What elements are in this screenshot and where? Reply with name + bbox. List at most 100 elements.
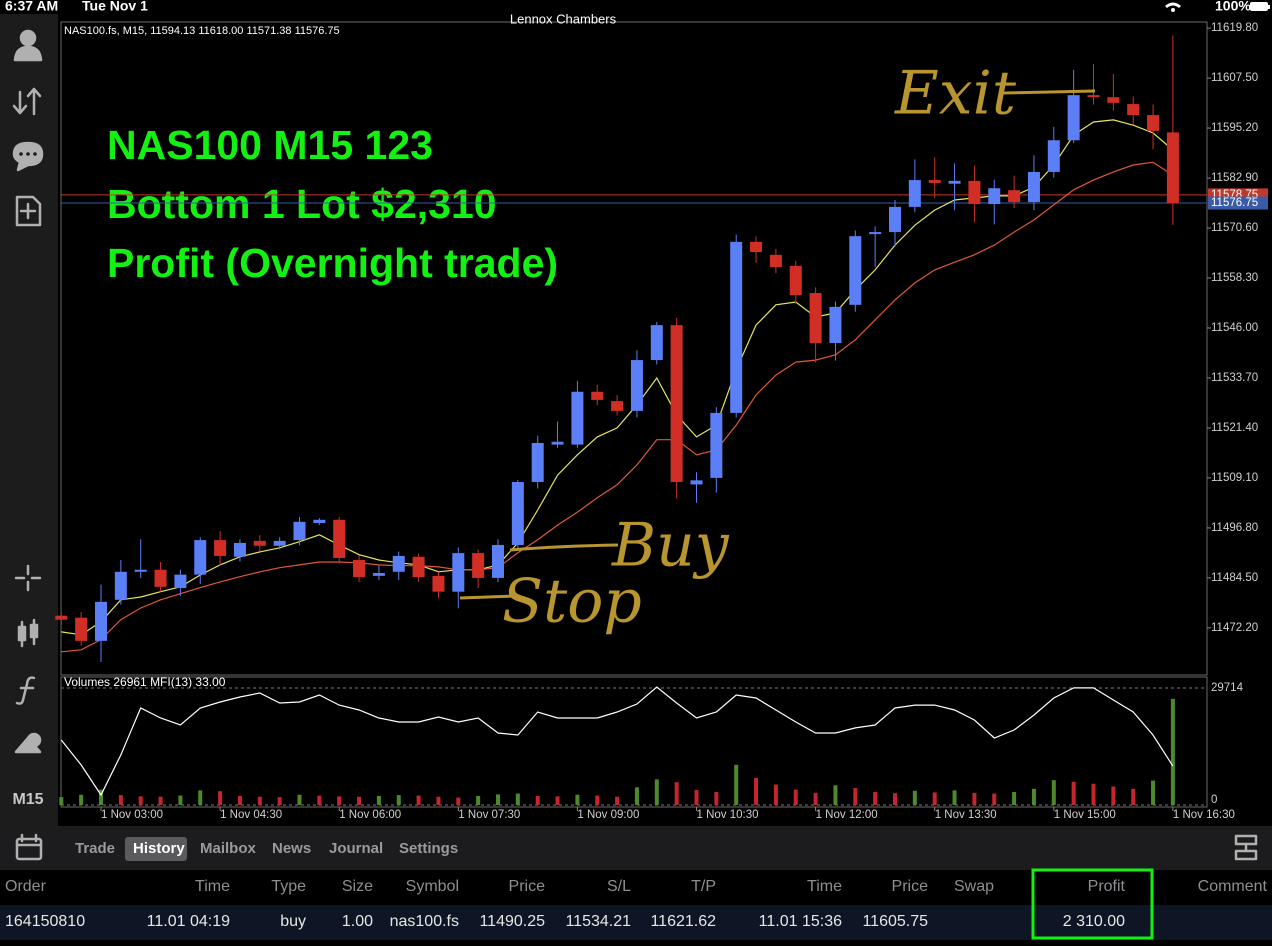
- chat-icon[interactable]: [12, 141, 44, 172]
- column-header[interactable]: S/L: [607, 878, 631, 895]
- column-header[interactable]: Size: [342, 878, 373, 895]
- y-tick-label: 11607.50: [1211, 72, 1258, 84]
- column-header[interactable]: Price: [509, 878, 546, 895]
- crosshair-icon[interactable]: [14, 564, 42, 592]
- volume-bar: [793, 789, 798, 805]
- plot-layer: 11619.80 11607.50 11595.20 11582.90 11570.60…: [55, 22, 1268, 821]
- battery-icon: [1250, 2, 1270, 11]
- column-header[interactable]: Time: [195, 878, 230, 895]
- handwritten-line: [509, 543, 619, 552]
- column-header[interactable]: Type: [271, 878, 306, 895]
- candle-body: [273, 540, 286, 546]
- tab[interactable]: Mailbox: [200, 840, 256, 857]
- tab[interactable]: News: [272, 840, 311, 857]
- volume-bar: [972, 792, 977, 805]
- volume-bar: [773, 784, 778, 805]
- active-tab-background: [125, 837, 187, 861]
- candle-body: [432, 575, 445, 592]
- timeframe-button[interactable]: M15: [12, 791, 43, 808]
- main-chart-frame: [60, 21, 1208, 676]
- handwritten-text: Stop: [502, 567, 642, 637]
- column-header[interactable]: T/P: [691, 878, 716, 895]
- trade-panel: Trade History Mailbox News Journal Settings Or…: [5, 837, 1268, 930]
- volume-bar: [218, 791, 223, 805]
- column-header[interactable]: Price: [892, 878, 929, 895]
- new-document-icon[interactable]: [15, 195, 42, 227]
- candle-body: [313, 519, 326, 524]
- sub-chart-title: Volumes 26961 MFI(13) 33.00: [64, 675, 226, 689]
- candle-body: [591, 391, 604, 400]
- calendar-icon[interactable]: [15, 833, 43, 861]
- trade-icon[interactable]: [12, 87, 42, 116]
- column-header[interactable]: Time: [807, 878, 842, 895]
- handwriting: Exit Buy Stop: [459, 59, 1096, 637]
- volume-bar: [893, 793, 897, 805]
- volume-bar: [79, 794, 84, 805]
- candle-body: [1047, 140, 1060, 172]
- candle-body: [511, 481, 524, 545]
- handwritten-line: [459, 594, 516, 600]
- x-tick-label: 1 Nov 03:00: [101, 809, 163, 821]
- moving-average-line: [61, 119, 1174, 636]
- status-battery: 100%: [1215, 0, 1251, 14]
- candle-body: [154, 569, 167, 587]
- account-icon[interactable]: [13, 29, 43, 62]
- table-cell: 11490.25: [479, 913, 545, 930]
- volume-bar: [873, 792, 878, 805]
- volume-bar: [257, 796, 262, 805]
- candle-body: [630, 360, 643, 411]
- candle-body: [710, 412, 723, 478]
- table-cell: 164150810: [5, 913, 85, 930]
- column-header[interactable]: Symbol: [406, 878, 459, 895]
- volume-bar: [1031, 788, 1036, 805]
- candle-body: [1166, 132, 1179, 204]
- volume-bar: [476, 795, 481, 805]
- mfi-line: [60, 686, 1174, 797]
- candle-body: [412, 556, 425, 578]
- volume-bar: [158, 796, 163, 805]
- candle-body: [452, 553, 465, 592]
- column-header[interactable]: Order: [5, 878, 47, 895]
- price-label: 11576.75: [1211, 197, 1258, 209]
- candle-body: [214, 540, 227, 556]
- y-tick-label: 11509.10: [1211, 472, 1258, 484]
- volume-bar: [912, 790, 917, 805]
- volume-bar: [297, 794, 302, 805]
- table-cell: 1.00: [342, 913, 373, 930]
- y-tick-label: 11619.80: [1211, 22, 1258, 34]
- column-header[interactable]: Swap: [954, 878, 994, 895]
- tab[interactable]: Journal: [329, 840, 383, 857]
- indicators-icon[interactable]: [15, 676, 36, 705]
- sidebar: [0, 14, 58, 826]
- y-tick-label: 11582.90: [1211, 172, 1258, 184]
- table-row-background: [0, 905, 1272, 940]
- volume-bar: [1170, 698, 1175, 805]
- column-header[interactable]: Profit: [1088, 878, 1126, 895]
- volume-bar: [515, 793, 520, 805]
- candle-body: [730, 241, 743, 413]
- tab[interactable]: Settings: [399, 840, 458, 857]
- volume-bar: [416, 795, 421, 805]
- column-header[interactable]: Comment: [1198, 878, 1268, 895]
- sub-chart-frame: [60, 676, 1208, 808]
- candle-body: [769, 254, 782, 268]
- handwritten-text: Buy: [611, 511, 730, 581]
- candle-body: [174, 574, 187, 589]
- table-cell: 11.01 04:19: [147, 913, 230, 930]
- x-tick-label: 1 Nov 07:30: [458, 809, 520, 821]
- y-tick-label: 11484.50: [1211, 572, 1258, 584]
- candle-body: [372, 573, 385, 576]
- volume-bar: [952, 790, 957, 805]
- volume-bar: [535, 795, 540, 805]
- tab[interactable]: History: [133, 840, 185, 857]
- annotation: Bottom 1 Lot $2,310: [107, 181, 497, 227]
- volume-bar: [456, 797, 461, 805]
- candle-body: [908, 180, 921, 207]
- candle-body: [55, 615, 68, 620]
- objects-icon[interactable]: [14, 732, 42, 754]
- volume-bar: [277, 797, 282, 805]
- tab[interactable]: Trade: [75, 840, 115, 857]
- chart-type-icon[interactable]: [17, 618, 39, 648]
- layout-icon[interactable]: [1234, 834, 1258, 861]
